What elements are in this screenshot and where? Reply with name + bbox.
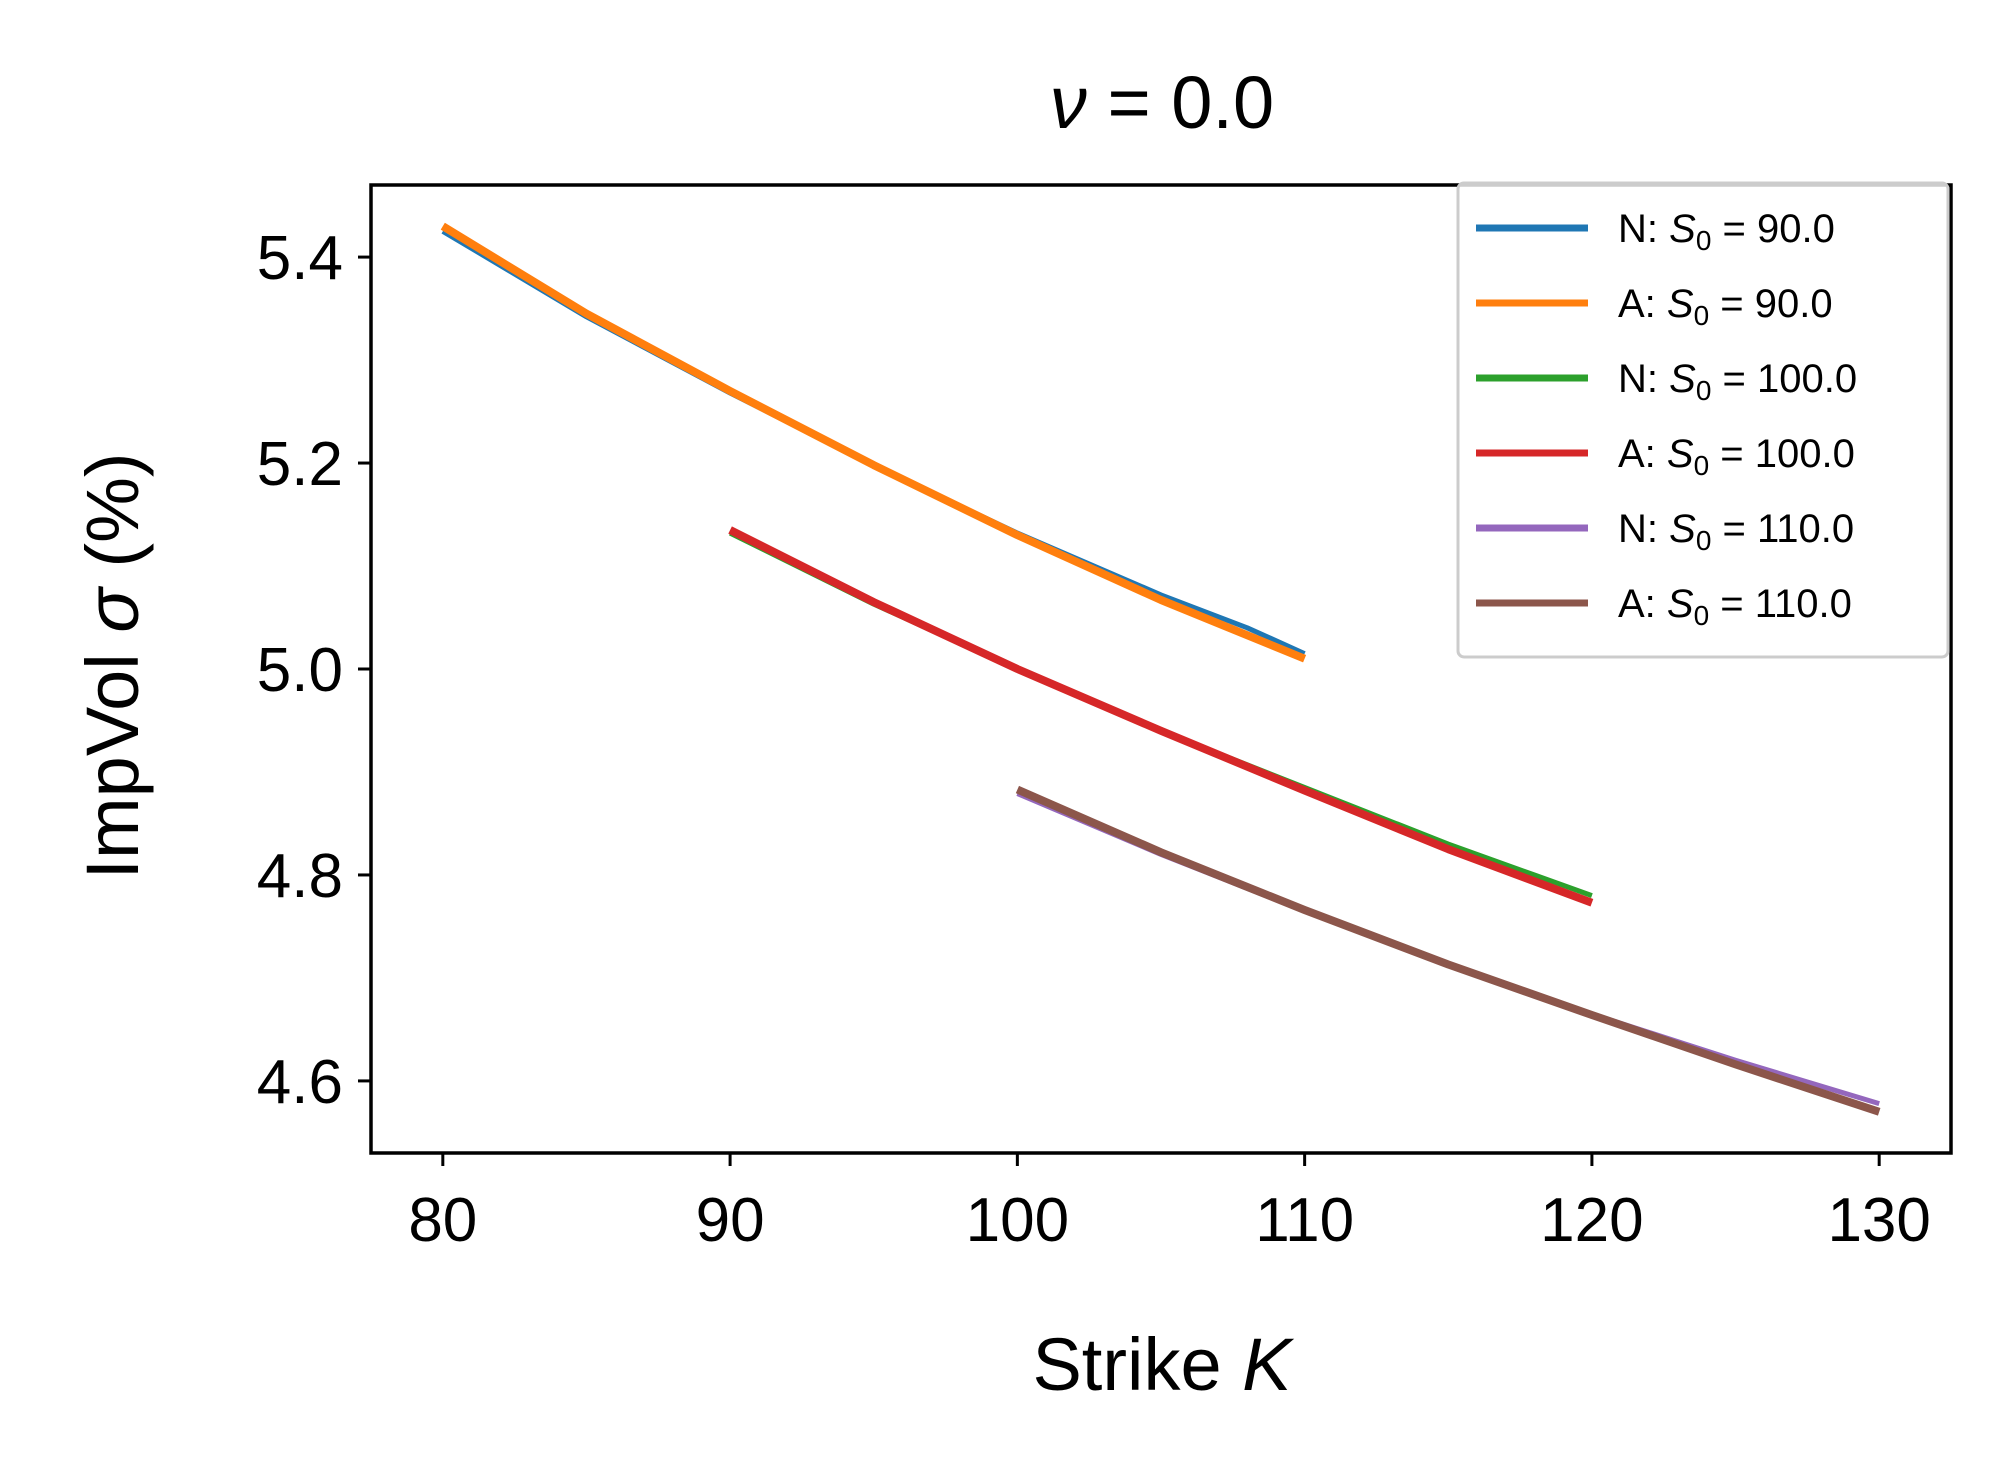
y-tick-label: 5.0 (257, 636, 343, 705)
chart-title: ν = 0.0 (1050, 61, 1274, 144)
y-tick-label: 4.6 (257, 1048, 343, 1117)
y-axis-ticks: 4.6 4.8 5.0 5.2 5.4 (257, 224, 371, 1117)
x-tick-label: 110 (1255, 1186, 1354, 1255)
x-axis-label-variable: K (1242, 1323, 1295, 1406)
legend-label: A: S0 = 110.0 (1618, 582, 1852, 631)
title-value: 0.0 (1171, 61, 1274, 144)
x-axis-ticks: 80 90 100 110 120 130 (408, 1153, 1931, 1255)
series-line-2 (440, 222, 1307, 663)
title-variable: ν (1050, 61, 1087, 144)
legend: N: S0 = 90.0 A: S0 = 90.0 N: S0 = 100.0 A: … (1456, 181, 1950, 659)
y-axis-label-variable: σ (71, 586, 154, 633)
x-axis-label: Strike K (1032, 1323, 1295, 1406)
legend-label: N: S0 = 100.0 (1618, 357, 1857, 406)
legend-label: A: S0 = 90.0 (1618, 282, 1833, 331)
title-equals: = (1087, 61, 1171, 144)
legend-label: N: S0 = 110.0 (1618, 507, 1854, 556)
y-tick-label: 5.4 (257, 224, 343, 293)
x-tick-label: 100 (966, 1186, 1069, 1255)
legend-label: N: S0 = 90.0 (1618, 207, 1835, 256)
x-tick-label: 130 (1827, 1186, 1930, 1255)
x-tick-label: 80 (408, 1186, 477, 1255)
series-layer (440, 222, 1881, 1116)
y-axis-label-suffix: (%) (71, 452, 154, 588)
y-tick-label: 4.8 (257, 842, 343, 911)
legend-label: A: S0 = 100.0 (1618, 432, 1855, 481)
series-line-6 (1015, 785, 1881, 1116)
x-tick-label: 90 (696, 1186, 765, 1255)
y-axis-label: ImpVol σ (%) (71, 452, 154, 879)
series-line-5 (1016, 791, 1880, 1106)
series-line-1 (441, 229, 1306, 656)
y-axis-label-prefix: ImpVol (71, 633, 154, 880)
x-axis-label-text: Strike (1032, 1323, 1242, 1406)
x-tick-label: 120 (1540, 1186, 1643, 1255)
plot-area-frame (369, 183, 1953, 1155)
series-line-4 (728, 526, 1594, 907)
y-tick-label: 5.2 (257, 430, 343, 499)
